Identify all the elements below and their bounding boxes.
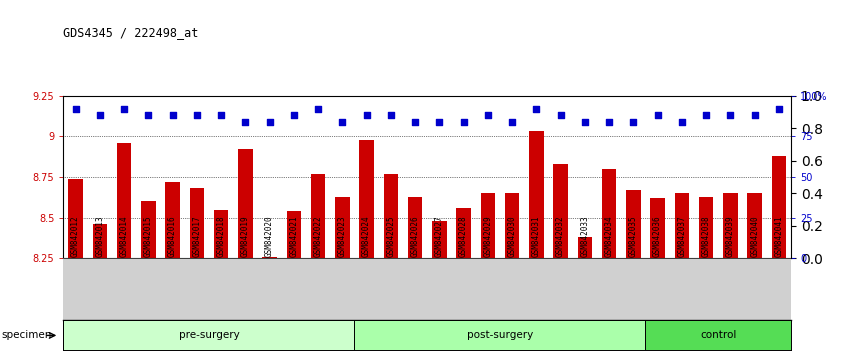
Point [481,112,495,118]
Point [651,112,664,118]
Bar [578,237,592,258]
Bar [69,179,83,258]
Bar [602,169,617,258]
Point [457,119,470,125]
Point [287,112,300,118]
Text: post-surgery: post-surgery [467,330,533,341]
Bar [63,320,354,350]
Point [239,119,252,125]
Bar [747,193,762,258]
Point [700,112,713,118]
Text: pre-surgery: pre-surgery [179,330,239,341]
Bar [141,201,156,258]
Bar [287,211,301,258]
Point [675,119,689,125]
Text: specimen: specimen [2,330,52,341]
Bar [165,182,180,258]
Point [69,106,82,112]
Point [772,106,786,112]
Point [360,112,373,118]
Point [554,112,568,118]
Point [530,106,543,112]
Point [311,106,325,112]
Point [93,112,107,118]
Bar [262,257,277,258]
Bar [626,190,640,258]
Bar [553,164,568,258]
Bar [238,149,253,258]
Bar [310,174,326,258]
Bar [651,198,665,258]
Point [118,106,131,112]
Bar [529,131,544,258]
Text: control: control [700,330,736,341]
Bar [481,193,495,258]
Bar [190,188,204,258]
Bar [117,143,131,258]
Bar [699,196,713,258]
Point [384,112,398,118]
Point [214,112,228,118]
Bar [723,193,738,258]
Text: GDS4345 / 222498_at: GDS4345 / 222498_at [63,26,199,39]
Bar [408,196,422,258]
Bar [214,210,228,258]
Point [166,112,179,118]
Point [263,119,277,125]
Point [141,112,155,118]
Bar [772,156,786,258]
Point [190,112,204,118]
Point [748,112,761,118]
Point [602,119,616,125]
Bar [335,196,349,258]
Point [627,119,640,125]
Point [578,119,591,125]
Bar [456,208,471,258]
Point [336,119,349,125]
Bar [354,320,645,350]
Bar [432,221,447,258]
Point [723,112,737,118]
Bar [645,320,791,350]
Bar [674,193,689,258]
Point [409,119,422,125]
Bar [92,224,107,258]
Point [432,119,446,125]
Bar [383,174,398,258]
Point [505,119,519,125]
Bar [360,139,374,258]
Bar [505,193,519,258]
